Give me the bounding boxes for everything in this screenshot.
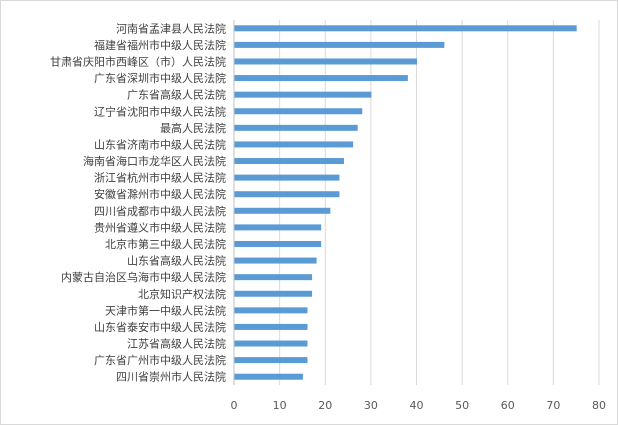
category-label: 安徽省滁州市中级人民法院 <box>94 187 226 201</box>
category-labels: 河南省孟津县人民法院福建省福州市中级人民法院甘肃省庆阳市西峰区（市）人民法院广东… <box>50 21 226 383</box>
x-tick-label: 0 <box>231 399 238 412</box>
category-label: 甘肃省庆阳市西峰区（市）人民法院 <box>50 54 226 68</box>
bar <box>234 307 308 314</box>
category-label: 贵州省遵义市中级人民法院 <box>94 220 226 234</box>
x-tick-label: 80 <box>592 399 606 412</box>
category-label: 广东省高级人民法院 <box>127 88 226 102</box>
bar <box>234 108 363 115</box>
bar <box>234 340 308 347</box>
bar <box>234 25 577 32</box>
category-label: 浙江省杭州市中级人民法院 <box>94 171 226 185</box>
category-label: 北京市第三中级人民法院 <box>105 237 226 251</box>
category-label: 广东省广州市中级人民法院 <box>94 353 226 367</box>
bar <box>234 290 313 297</box>
bar <box>234 323 308 330</box>
category-label: 最高人民法院 <box>160 121 226 135</box>
category-label: 北京知识产权法院 <box>138 287 226 301</box>
bar <box>234 357 308 364</box>
category-label: 天津市第一中级人民法院 <box>105 303 226 317</box>
category-label: 四川省崇州市人民法院 <box>116 370 226 384</box>
category-label: 山东省高级人民法院 <box>127 254 226 268</box>
bar <box>234 174 340 181</box>
category-label: 江苏省高级人民法院 <box>127 337 226 351</box>
x-tick-label: 10 <box>273 399 287 412</box>
category-label: 内蒙古自治区乌海市中级人民法院 <box>61 270 226 284</box>
x-tick-label: 40 <box>410 399 424 412</box>
bar <box>234 191 340 198</box>
category-label: 海南省海口市龙华区人民法院 <box>83 154 226 168</box>
bar <box>234 58 417 65</box>
bars <box>234 25 577 380</box>
bar <box>234 75 408 82</box>
category-label: 福建省福州市中级人民法院 <box>94 38 226 52</box>
x-tick-label: 60 <box>501 399 515 412</box>
x-tick-label: 20 <box>318 399 332 412</box>
bar <box>234 41 445 48</box>
bar <box>234 257 317 264</box>
bar <box>234 124 358 131</box>
bar <box>234 158 344 165</box>
bar <box>234 274 313 281</box>
bar <box>234 141 354 148</box>
category-label: 河南省孟津县人民法院 <box>116 21 226 35</box>
category-label: 辽宁省沈阳市中级人民法院 <box>94 104 226 118</box>
category-label: 山东省泰安市中级人民法院 <box>94 320 226 334</box>
bar <box>234 373 303 380</box>
bar <box>234 91 372 98</box>
x-tick-label: 70 <box>546 399 560 412</box>
gridlines <box>233 20 600 385</box>
category-label: 四川省成都市中级人民法院 <box>94 204 226 218</box>
bar <box>234 240 322 247</box>
x-tick-label: 30 <box>364 399 378 412</box>
bar <box>234 207 331 214</box>
x-tick-label: 50 <box>455 399 469 412</box>
bar <box>234 224 322 231</box>
category-label: 广东省深圳市中级人民法院 <box>94 71 226 85</box>
category-label: 山东省济南市中级人民法院 <box>94 137 226 151</box>
x-tick-labels: 0 10 20 30 40 50 60 70 80 <box>231 399 607 412</box>
